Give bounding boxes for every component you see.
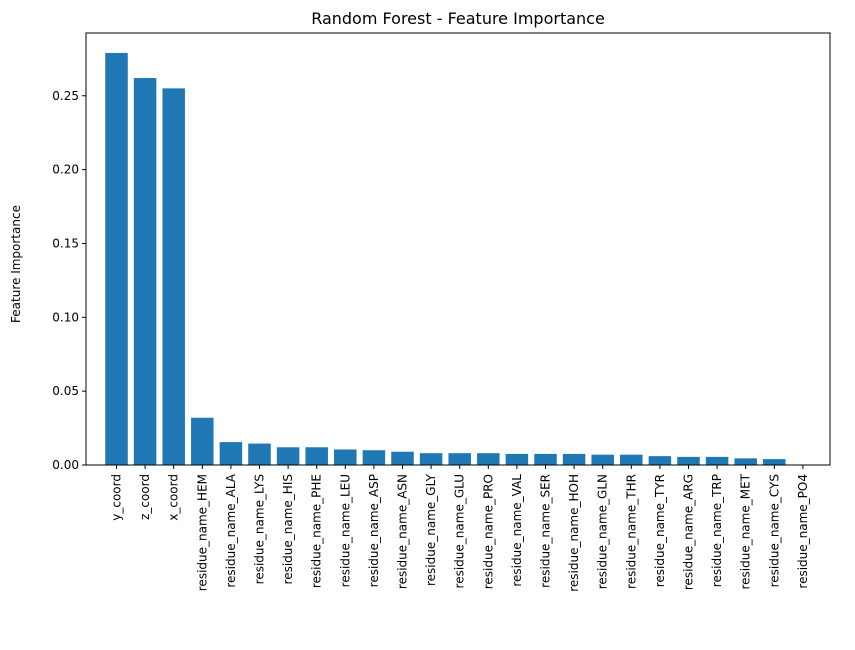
bar-y_coord [105,52,128,465]
bar-residue_name_GLY [419,453,443,465]
y-tick-label: 0.20 [52,163,79,177]
y-tick-label: 0.15 [52,236,79,250]
x-tick-label: residue_name_HEM [195,474,209,591]
bar-residue_name_TRP [705,456,729,465]
bar-residue_name_HOH [562,453,586,465]
x-tick-label: residue_name_GLU [453,474,467,588]
bar-residue_name_CYS [763,459,786,465]
x-tick-label: residue_name_ASN [396,474,410,589]
bar-residue_name_ALA [219,442,243,465]
x-tick-label: residue_name_THR [624,474,638,589]
bar-residue_name_ASN [391,451,414,465]
bar-residue_name_LYS [248,443,271,465]
x-tick-label: residue_name_LEU [338,474,352,587]
bar-residue_name_ASP [362,450,386,465]
bar-residue_name_TYR [648,456,672,465]
bar-residue_name_THR [620,454,643,465]
x-tick-label: y_coord [110,474,124,521]
bar-z_coord [133,78,157,466]
bar-residue_name_HIS [276,447,300,465]
bar-residue_name_PRO [477,453,500,465]
plot-frame [85,32,831,466]
x-tick-label: residue_name_LYS [253,474,267,584]
bars-layer [105,52,786,466]
x-tick-label: residue_name_GLN [596,474,610,589]
y-tick-label: 0.25 [52,89,79,103]
x-tick-label: residue_name_GLY [424,473,438,586]
x-tick-label: z_coord [138,474,152,520]
bar-residue_name_ARG [677,456,700,465]
x-tick-label: residue_name_SER [539,474,553,588]
chart-title: Random Forest - Feature Importance [311,9,605,28]
x-tick-label: residue_name_VAL [510,474,524,587]
bar-residue_name_PHE [305,447,328,465]
y-tick-label: 0.05 [52,384,79,398]
x-tick-label: x_coord [167,474,181,521]
x-tick-label: residue_name_PHE [310,474,324,588]
x-ticks: y_coord z_coord x_coord residue_name_HEM res… [110,465,810,592]
bar-residue_name_GLN [591,454,614,465]
bar-residue_name_HEM [191,417,214,465]
x-tick-label: residue_name_ALA [224,473,238,587]
x-tick-label: residue_name_TYR [653,474,667,587]
x-tick-label: residue_name_TRP [710,474,724,587]
x-tick-label: residue_name_HOH [567,474,581,592]
bar-residue_name_LEU [334,449,357,465]
y-tick-label: 0.00 [52,458,79,472]
bar-residue_name_VAL [505,453,529,465]
x-tick-label: residue_name_ASP [367,474,381,587]
y-axis-label: Feature Importance [9,205,23,323]
bar-x_coord [162,88,185,465]
bar-residue_name_SER [534,453,557,465]
bar-residue_name_MET [734,458,757,465]
x-tick-label: residue_name_MET [739,473,753,589]
x-tick-label: residue_name_CYS [767,474,781,587]
x-tick-label: residue_name_HIS [281,474,295,584]
bar-residue_name_GLU [448,453,471,465]
x-tick-label: residue_name_ARG [682,474,696,590]
y-tick-label: 0.10 [52,310,79,324]
x-tick-label: residue_name_PO4 [796,474,810,589]
y-ticks: 0.00 0.05 0.10 0.15 0.20 0.25 [52,89,86,472]
x-tick-label: residue_name_PRO [481,474,495,589]
